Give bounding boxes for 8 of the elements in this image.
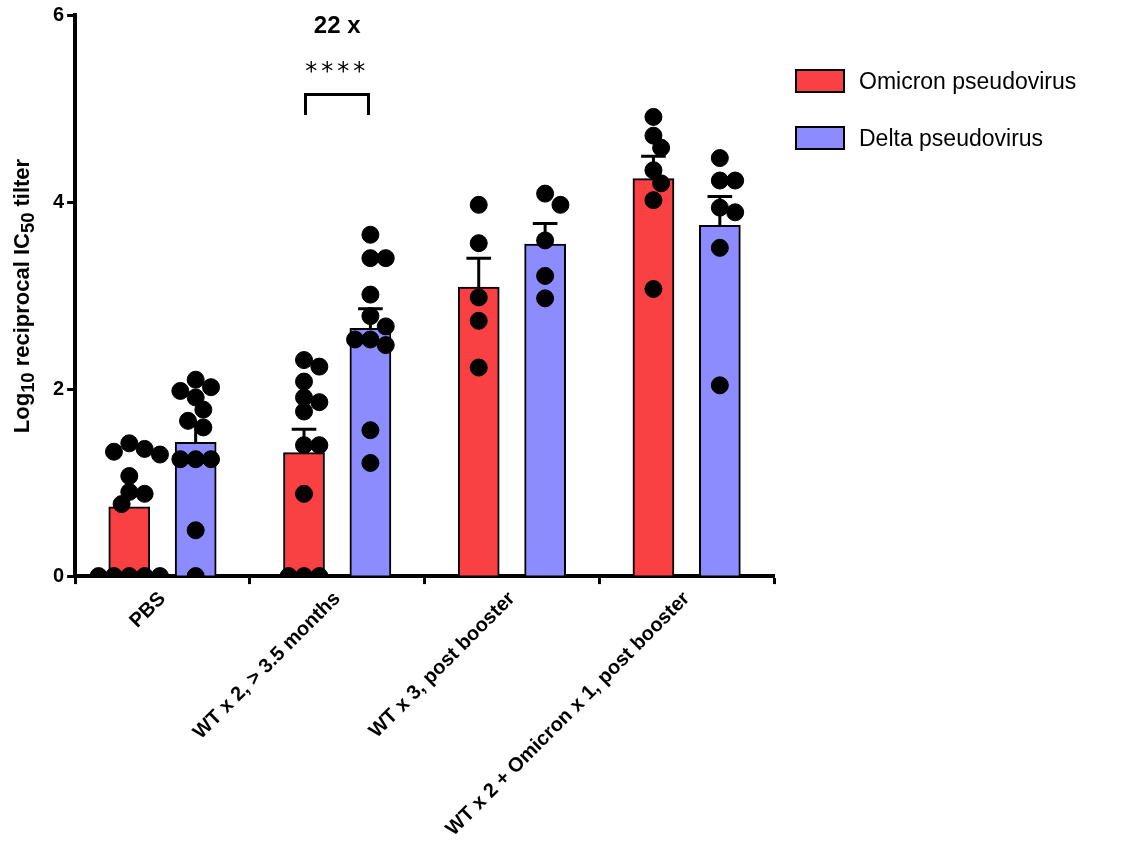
- legend-label: Delta pseudovirus: [859, 124, 1044, 152]
- annotation: 22 x: [313, 11, 361, 39]
- annotation: ****: [305, 57, 370, 85]
- y-tick-label: 2: [53, 376, 65, 399]
- y-tick-label: 4: [53, 189, 65, 212]
- legend-label: Omicron pseudovirus: [859, 67, 1077, 95]
- y-tick-label: 6: [53, 2, 65, 25]
- y-tick-label: 0: [53, 563, 65, 586]
